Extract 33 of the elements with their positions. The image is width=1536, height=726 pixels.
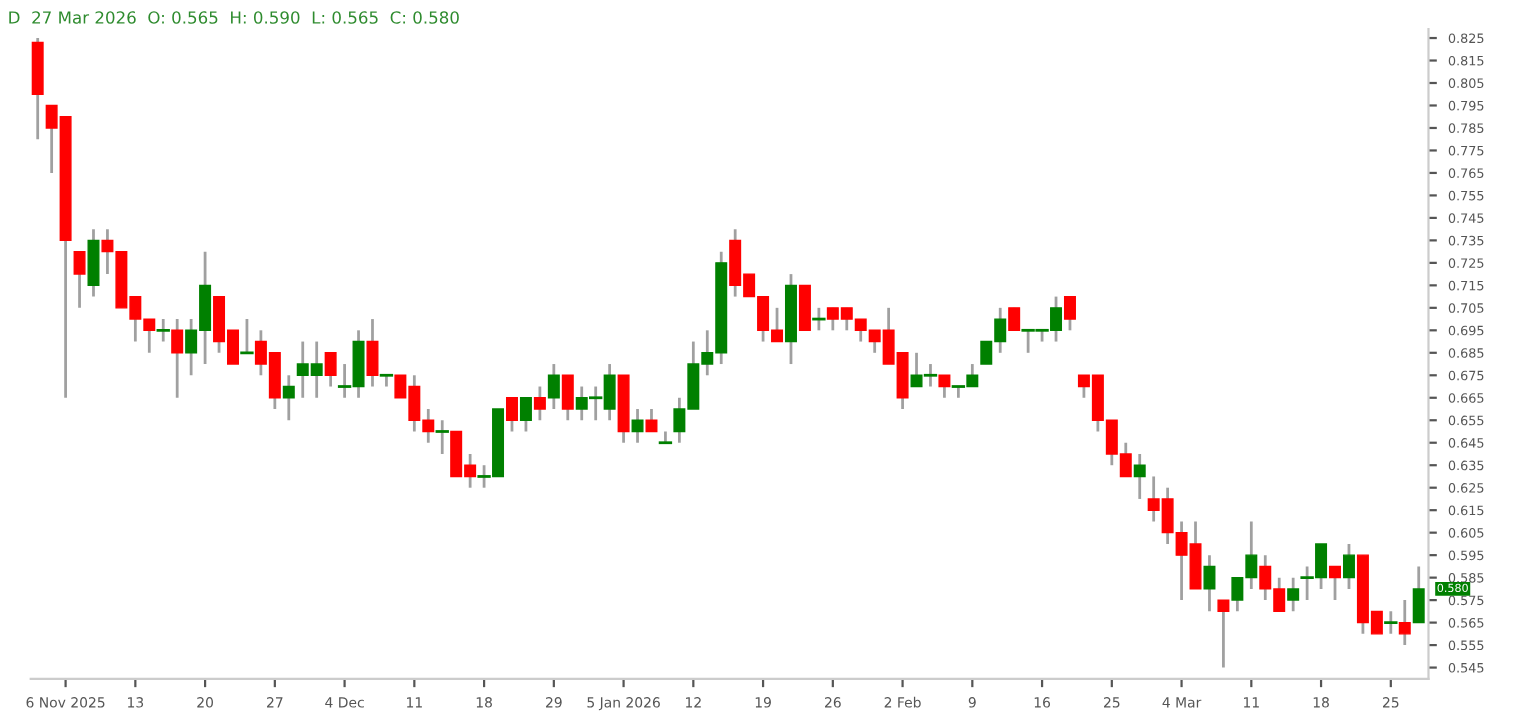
candlestick bbox=[631, 407, 644, 445]
candlestick bbox=[240, 317, 254, 355]
candlestick bbox=[1203, 553, 1216, 613]
candlestick bbox=[938, 373, 951, 400]
candlestick bbox=[1008, 307, 1021, 332]
candlestick bbox=[561, 373, 574, 422]
candlestick bbox=[1063, 295, 1076, 332]
candlestick bbox=[533, 385, 546, 422]
candlestick bbox=[324, 351, 337, 388]
candlestick bbox=[798, 284, 811, 332]
candlestick bbox=[1287, 576, 1300, 613]
candlestick bbox=[1329, 565, 1342, 602]
candlestick bbox=[519, 396, 532, 433]
candlestick bbox=[547, 362, 560, 411]
candlestick bbox=[1217, 598, 1230, 669]
candlestick bbox=[87, 227, 100, 298]
candlestick bbox=[1412, 565, 1425, 624]
candlestick bbox=[366, 317, 379, 388]
candlestick bbox=[505, 396, 518, 433]
candlestick bbox=[435, 418, 449, 456]
candlestick bbox=[282, 373, 295, 422]
candlestick bbox=[1342, 542, 1355, 591]
text: D 27 Mar 2026 O: 0.565 H: 0.590 L: 0.565 C: 0.580 bbox=[9, 11, 459, 24]
candlestick bbox=[156, 317, 170, 343]
candlestick bbox=[1133, 452, 1146, 501]
candlestick bbox=[73, 250, 86, 310]
candlestick bbox=[1398, 598, 1411, 647]
candlestick bbox=[658, 430, 673, 445]
candlestick bbox=[645, 407, 658, 433]
candlestick bbox=[812, 306, 826, 332]
candlestick bbox=[379, 373, 394, 388]
candlestick bbox=[171, 317, 184, 400]
candlestick bbox=[1384, 609, 1398, 636]
